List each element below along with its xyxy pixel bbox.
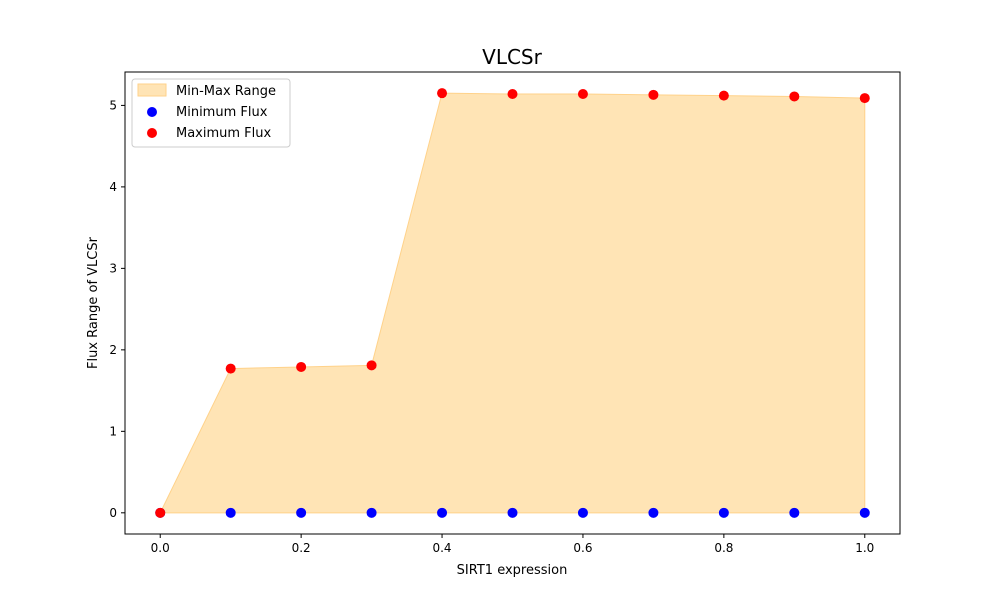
y-tick-label: 4 (109, 180, 117, 194)
minimum-flux-point (366, 507, 377, 518)
maximum-flux-point (366, 360, 377, 371)
min-max-range-area (159, 92, 866, 514)
y-tick-label: 2 (109, 343, 117, 357)
maximum-flux-point (225, 363, 236, 374)
y-axis-label: Flux Range of VLCSr (86, 236, 101, 369)
legend-label-maximum-flux: Maximum Flux (176, 126, 272, 141)
maximum-flux-point (296, 361, 307, 372)
legend-swatch-min-max-range (137, 83, 167, 97)
maximum-flux-point (648, 89, 659, 100)
min-max-range-area-layer (159, 92, 866, 514)
y-axis-ticks: 0 1 2 3 4 5 (109, 98, 125, 520)
data-points-layer (155, 88, 870, 518)
legend-swatch-maximum-flux (147, 128, 157, 138)
maximum-flux-point (859, 93, 870, 104)
x-axis-ticks: 0.0 0.2 0.4 0.6 0.8 1.0 (151, 534, 874, 555)
x-tick-label: 0.6 (573, 541, 592, 555)
minimum-flux-point (718, 507, 729, 518)
minimum-flux-point (648, 507, 659, 518)
minimum-flux-point (225, 507, 236, 518)
x-axis-label: SIRT1 expression (457, 563, 568, 578)
maximum-flux-point (437, 88, 448, 99)
y-tick-label: 1 (109, 424, 117, 438)
minimum-flux-point (577, 507, 588, 518)
legend-box (131, 78, 291, 148)
y-tick-label: 5 (109, 98, 117, 112)
x-tick-label: 1.0 (855, 541, 874, 555)
legend: Min-Max Range Minimum Flux Maximum Flux (131, 78, 291, 148)
legend-label-minimum-flux: Minimum Flux (176, 105, 268, 120)
minimum-flux-point (859, 507, 870, 518)
x-tick-label: 0.2 (292, 541, 311, 555)
maximum-flux-point (507, 89, 518, 99)
legend-swatch-minimum-flux (147, 107, 157, 117)
maximum-flux-point (789, 91, 800, 102)
maximum-flux-point (718, 90, 729, 101)
minimum-flux-point (507, 507, 518, 518)
x-tick-label: 0.4 (432, 541, 451, 555)
y-tick-label: 0 (109, 506, 117, 520)
maximum-flux-point (155, 507, 166, 518)
minimum-flux-point (437, 507, 448, 518)
x-tick-label: 0.0 (151, 541, 170, 555)
chart-title: VLCSr (482, 45, 542, 69)
minimum-flux-point (296, 507, 307, 518)
plot-frame (124, 71, 901, 535)
legend-label-min-max-range: Min-Max Range (176, 84, 276, 99)
x-tick-label: 0.8 (714, 541, 733, 555)
maximum-flux-point (577, 89, 588, 99)
y-tick-label: 3 (109, 261, 117, 275)
minimum-flux-point (789, 507, 800, 518)
